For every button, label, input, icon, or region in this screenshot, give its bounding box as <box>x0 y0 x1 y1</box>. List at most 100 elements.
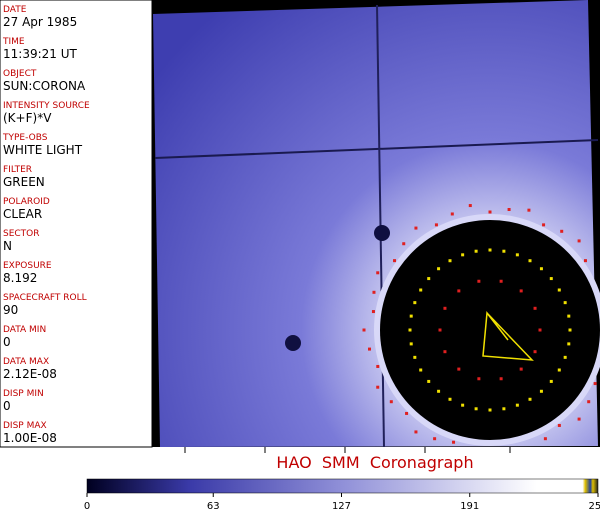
dot <box>488 248 492 252</box>
dot <box>413 355 417 359</box>
dot <box>389 400 393 404</box>
field-label: SPACECRAFT ROLL <box>3 293 87 303</box>
grid-dots <box>362 204 597 444</box>
dot <box>468 204 472 208</box>
dot <box>419 368 423 372</box>
dot <box>474 407 478 411</box>
dot <box>507 208 511 212</box>
dot <box>528 259 532 263</box>
colorbar-tick-label: 63 <box>207 501 220 512</box>
title: HAO SMM Coronagraph <box>276 453 473 472</box>
dot <box>499 377 503 381</box>
colorbar-tick-label: 127 <box>332 501 351 512</box>
field-value: 2.12E-08 <box>3 367 57 381</box>
colorbar-tick-label: 0 <box>84 501 90 512</box>
field-value: 90 <box>3 303 18 317</box>
dot <box>408 328 412 332</box>
dot <box>450 212 454 216</box>
dot <box>448 259 452 263</box>
field-value: CLEAR <box>3 207 42 221</box>
axis-ticks <box>184 447 511 453</box>
dot <box>527 208 531 212</box>
field-value: N <box>3 239 12 253</box>
field-label: FILTER <box>3 165 32 175</box>
dot <box>474 249 478 253</box>
field-value: (K+F)*V <box>3 111 52 125</box>
field-label: SECTOR <box>3 229 40 239</box>
dot <box>413 301 417 305</box>
field-value: SUN:CORONA <box>3 79 86 93</box>
dot <box>528 397 532 401</box>
field-label: DISP MAX <box>3 421 47 431</box>
dot <box>434 223 438 227</box>
dot <box>557 368 561 372</box>
dot <box>542 223 546 227</box>
info-panel <box>0 0 153 448</box>
dot <box>519 289 523 293</box>
dot <box>402 242 406 246</box>
dot <box>533 350 537 354</box>
dot <box>376 385 380 389</box>
dot <box>593 382 597 386</box>
field-value: 0 <box>3 335 11 349</box>
dot <box>539 267 543 271</box>
field-value: WHITE LIGHT <box>3 143 83 157</box>
colorbar-ticks: 0 63 127 191 255 <box>84 493 600 512</box>
spot <box>285 335 301 351</box>
dot <box>587 400 591 404</box>
field-label: DISP MIN <box>3 389 44 399</box>
dot <box>563 355 567 359</box>
dot <box>405 411 409 415</box>
field-value: GREEN <box>3 175 45 189</box>
outline <box>482 311 534 361</box>
dot <box>499 279 503 283</box>
dot <box>457 289 461 293</box>
field-label: EXPOSURE <box>3 261 52 271</box>
dot <box>515 403 519 407</box>
dot <box>488 210 492 214</box>
field-label: OBJECT <box>3 69 37 79</box>
dot <box>543 437 547 441</box>
field-label: POLAROID <box>3 197 50 207</box>
dot <box>362 328 366 332</box>
dot <box>393 259 397 263</box>
dot <box>409 342 413 346</box>
dot <box>557 423 561 427</box>
dot <box>437 389 441 393</box>
field-label: DATE <box>3 5 27 15</box>
dot <box>539 389 543 393</box>
wire <box>154 139 599 159</box>
dot <box>414 430 418 434</box>
dot <box>477 279 481 283</box>
dot <box>549 379 553 383</box>
dot <box>519 367 523 371</box>
field-value: 8.192 <box>3 271 37 285</box>
dot <box>376 271 380 275</box>
dot <box>533 306 537 310</box>
dot <box>577 417 581 421</box>
dot <box>427 379 431 383</box>
dot <box>515 253 519 257</box>
dot <box>549 277 553 281</box>
dot <box>448 397 452 401</box>
spot <box>374 225 390 241</box>
dot <box>477 377 481 381</box>
dot <box>438 328 442 332</box>
dot <box>502 407 506 411</box>
dot <box>419 288 423 292</box>
dot <box>414 226 418 230</box>
dot <box>409 314 413 318</box>
dot <box>372 290 376 294</box>
dot <box>560 229 564 233</box>
field-value: 11:39:21 UT <box>3 47 77 61</box>
dot <box>502 249 506 253</box>
dot <box>427 277 431 281</box>
occulter <box>380 220 600 440</box>
dot <box>461 253 465 257</box>
field-label: DATA MIN <box>3 325 46 335</box>
dot <box>368 347 372 351</box>
dot <box>443 350 447 354</box>
dot <box>457 367 461 371</box>
field-label: TIME <box>2 37 25 47</box>
